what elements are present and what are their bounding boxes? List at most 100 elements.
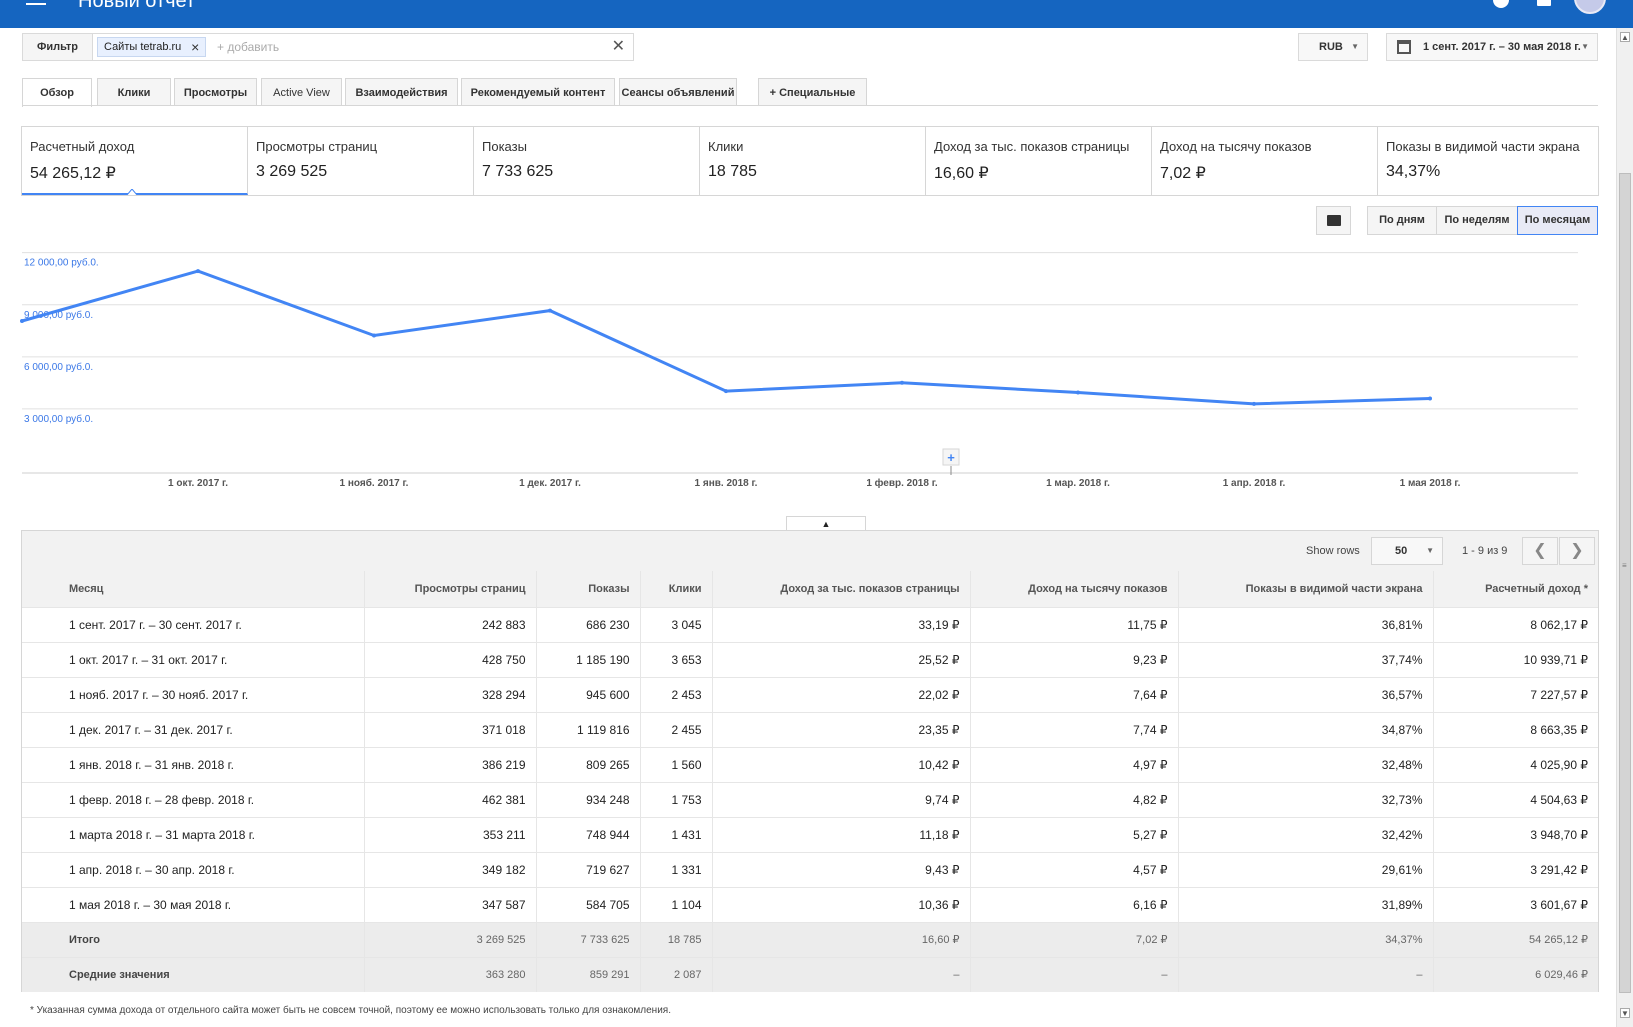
chevron-down-icon: ▼ [1581,42,1589,51]
table-total-row: Итого 3 269 525 7 733 625 18 785 16,60 ₽7,02… [22,921,1598,957]
table-cell: 4,82 ₽ [970,781,1179,817]
period-monthly-button[interactable]: По месяцам [1517,206,1598,235]
data-point[interactable] [196,269,200,274]
scroll-down-icon[interactable]: ▼ [1620,1008,1630,1018]
metric-impressions[interactable]: Показы 7 733 625 [474,127,700,195]
metric-value: 34,37% [1386,163,1441,180]
add-annotation-button[interactable]: + [942,448,960,475]
avatar[interactable] [1574,0,1606,14]
table-cell: 36,81% [1178,606,1434,642]
table-cell: 36,57% [1178,676,1434,712]
table-cell: 1 янв. 2018 г. – 31 янв. 2018 г. [22,746,365,782]
table-cell: 1 мая 2018 г. – 30 мая 2018 г. [22,886,365,922]
metric-page-rpm[interactable]: Доход за тыс. показов страницы 16,60 ₽ [926,127,1152,195]
tab-clicks[interactable]: Клики [97,78,171,106]
filter-label: Фильтр [23,34,93,60]
page-scrollbar[interactable]: ▲ ≡ ▼ [1616,28,1633,1027]
tab-ad-sessions[interactable]: Сеансы объявлений [619,78,737,106]
table-row[interactable]: 1 окт. 2017 г. – 31 окт. 2017 г. 428 750 1… [22,641,1598,677]
metric-label: Расчетный доход [30,139,135,154]
metric-viewability[interactable]: Показы в видимой части экрана 34,37% [1378,127,1598,195]
column-header[interactable]: Показы в видимой части экрана [1178,571,1434,607]
tab-overview[interactable]: Обзор [22,78,92,107]
metric-estimated-revenue[interactable]: Расчетный доход 54 265,12 ₽ [22,127,248,195]
metric-impression-rpm[interactable]: Доход на тысячу показов 7,02 ₽ [1152,127,1378,195]
tab-recommended-content[interactable]: Рекомендуемый контент [461,78,615,106]
rows-per-page-select[interactable]: 50 ▼ [1371,537,1443,565]
data-point[interactable] [548,308,552,313]
metric-page-views[interactable]: Просмотры страниц 3 269 525 [248,127,474,195]
table-cell: 371 018 [364,711,537,747]
data-point[interactable] [372,333,376,338]
data-point[interactable] [900,380,904,385]
metric-label: Клики [708,139,744,154]
chart-x-axis: 1 окт. 2017 г. 1 нояб. 2017 г. 1 дек. 2017… [168,477,1461,489]
y-tick-label: 6 000,00 руб.0. [24,361,93,373]
chip-close-icon[interactable]: × [191,39,200,55]
date-range-picker[interactable]: 1 сент. 2017 г. – 30 мая 2018 г. ▼ [1386,33,1598,61]
table-cell: 32,48% [1178,746,1434,782]
help-icon[interactable] [1493,0,1509,8]
metric-label: Показы [482,139,527,154]
period-daily-button[interactable]: По дням [1367,206,1437,235]
table-row[interactable]: 1 янв. 2018 г. – 31 янв. 2018 г. 386 219 8… [22,746,1598,782]
tab-interactions[interactable]: Взаимодействия [345,78,458,106]
table-cell: 11,18 ₽ [712,816,971,852]
clear-filter-icon[interactable]: ✕ [611,38,625,55]
metric-label: Доход за тыс. показов страницы [934,139,1130,154]
prev-page-button[interactable]: ❮ [1522,537,1558,565]
data-point[interactable] [1428,396,1432,401]
scroll-thumb[interactable] [1619,173,1631,993]
data-point[interactable] [1252,401,1256,406]
chart-grid [22,252,1578,474]
period-weekly-button[interactable]: По неделям [1436,206,1518,235]
tab-custom[interactable]: + Специальные [758,78,867,106]
table-cell: 363 280 [364,956,537,992]
tab-active-view[interactable]: Active View [261,78,342,106]
table-row[interactable]: 1 апр. 2018 г. – 30 апр. 2018 г. 349 182 7… [22,851,1598,887]
hamburger-menu-icon[interactable] [26,0,46,6]
currency-select[interactable]: RUB ▼ [1298,33,1368,61]
column-header[interactable]: Просмотры страниц [364,571,537,607]
next-page-button[interactable]: ❯ [1559,537,1595,565]
table-row[interactable]: 1 февр. 2018 г. – 28 февр. 2018 г. 462 38… [22,781,1598,817]
table-cell: 9,43 ₽ [712,851,971,887]
annotations-button[interactable] [1316,206,1351,235]
table-row[interactable]: 1 марта 2018 г. – 31 марта 2018 г. 353 21… [22,816,1598,852]
table-cell: 1 104 [640,886,713,922]
column-header[interactable]: Доход за тыс. показов страницы [712,571,971,607]
series-line[interactable] [21,269,1431,406]
filter-add-input[interactable]: + добавить [217,40,280,54]
scroll-up-icon[interactable]: ▲ [1620,32,1630,42]
tab-views[interactable]: Просмотры [174,78,257,106]
report-table: Месяц Просмотры страниц Показы Клики Дох… [22,571,1598,992]
column-header[interactable]: Показы [536,571,641,607]
metric-clicks[interactable]: Клики 18 785 [700,127,926,195]
column-header[interactable]: Доход на тысячу показов [970,571,1179,607]
table-row[interactable]: 1 мая 2018 г. – 30 мая 2018 г. 347 587 584… [22,886,1598,922]
column-header[interactable]: Клики [640,571,713,607]
column-header[interactable]: Расчетный доход * [1433,571,1598,607]
x-tick-label: 1 янв. 2018 г. [695,478,758,489]
collapse-chart-handle[interactable]: ▲ [786,516,866,531]
table-cell: 242 883 [364,606,537,642]
table-cell: 3 948,70 ₽ [1433,816,1598,852]
notifications-bell-icon[interactable] [1537,0,1551,6]
x-tick-label: 1 мая 2018 г. [1400,478,1461,489]
data-point[interactable] [1076,390,1080,395]
table-cell: 1 марта 2018 г. – 31 марта 2018 г. [22,816,365,852]
table-row[interactable]: 1 нояб. 2017 г. – 30 нояб. 2017 г. 328 29… [22,676,1598,712]
table-cell: 23,35 ₽ [712,711,971,747]
table-cell: – [712,956,971,992]
data-point[interactable] [724,389,728,394]
table-cell: 1 апр. 2018 г. – 30 апр. 2018 г. [22,851,365,887]
table-cell: 3 269 525 [364,921,537,957]
table-cell: 584 705 [536,886,641,922]
table-row[interactable]: 1 дек. 2017 г. – 31 дек. 2017 г. 371 018 1… [22,711,1598,747]
table-cell: 34,37% [1178,921,1434,957]
table-row[interactable]: 1 сент. 2017 г. – 30 сент. 2017 г. 242 88… [22,606,1598,642]
data-point[interactable] [20,319,24,324]
column-header[interactable]: Месяц [22,571,365,607]
filter-chip-site[interactable]: Сайты tetrab.ru × [97,37,207,57]
